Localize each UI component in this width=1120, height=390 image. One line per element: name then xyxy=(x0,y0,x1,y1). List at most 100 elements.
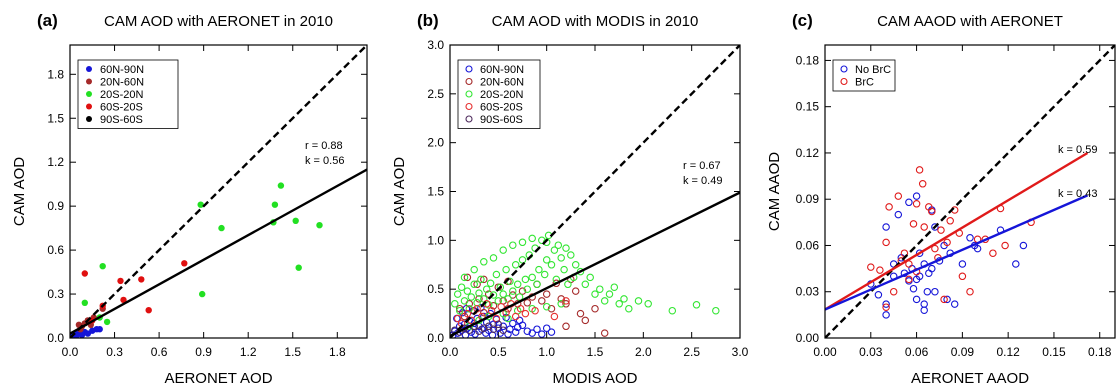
data-point xyxy=(958,272,967,281)
data-point xyxy=(586,273,594,282)
y-tick-label: 3.0 xyxy=(427,38,444,52)
data-point xyxy=(513,323,522,332)
data-point xyxy=(542,324,551,332)
data-point xyxy=(509,291,517,299)
data-point xyxy=(271,201,279,208)
data-point xyxy=(453,314,462,323)
data-point xyxy=(487,306,496,315)
data-point xyxy=(480,308,488,317)
data-point xyxy=(489,325,498,333)
x-tick-label: 3.0 xyxy=(732,345,749,359)
data-point xyxy=(562,297,570,305)
data-point xyxy=(496,283,505,291)
data-point xyxy=(502,265,510,274)
legend-marker xyxy=(465,90,473,98)
x-tick-label: 0.15 xyxy=(1042,345,1066,359)
data-point xyxy=(931,287,939,296)
data-point xyxy=(905,275,913,284)
data-point xyxy=(966,287,974,296)
data-point xyxy=(486,279,495,288)
data-point xyxy=(946,217,954,225)
legend-marker xyxy=(86,78,92,85)
data-point xyxy=(489,302,498,310)
stat-annotation: k = 0.59 xyxy=(1058,144,1097,156)
x-tick-label: 1.2 xyxy=(240,345,257,359)
x-tick-label: 0.0 xyxy=(442,345,459,359)
data-point xyxy=(99,263,106,270)
legend-marker xyxy=(465,65,473,73)
data-point xyxy=(571,261,580,269)
y-tick-label: 0.0 xyxy=(47,331,64,345)
data-point xyxy=(600,329,609,337)
data-point xyxy=(540,270,549,279)
y-tick-label: 2.5 xyxy=(427,87,444,101)
data-point xyxy=(480,275,488,284)
y-tick-label: 2.0 xyxy=(427,136,444,150)
data-point xyxy=(920,300,928,308)
data-point xyxy=(504,330,512,338)
data-point xyxy=(453,290,462,298)
legend-marker xyxy=(465,102,473,111)
panel-letter: (c) xyxy=(792,11,813,30)
data-point xyxy=(492,270,501,279)
data-point xyxy=(928,207,936,216)
data-point xyxy=(591,304,599,313)
legend-label: 60S-20S xyxy=(100,102,143,114)
data-point xyxy=(547,261,556,269)
data-point xyxy=(516,304,525,313)
series-3 xyxy=(81,260,188,324)
data-point xyxy=(470,265,478,274)
legend-label: BrC xyxy=(855,77,874,89)
data-point xyxy=(712,306,720,315)
x-tick-label: 0.18 xyxy=(1088,345,1112,359)
legend-marker xyxy=(840,65,848,73)
data-point xyxy=(576,267,585,276)
data-point xyxy=(199,290,206,298)
data-point xyxy=(560,265,568,274)
data-point xyxy=(81,299,89,306)
data-point xyxy=(277,182,285,189)
data-point xyxy=(668,306,677,315)
data-point xyxy=(889,287,898,296)
data-point xyxy=(905,198,913,207)
data-point xyxy=(915,166,924,174)
x-tick-label: 0.0 xyxy=(62,345,79,359)
data-point xyxy=(475,289,483,297)
regression-line xyxy=(825,194,1088,311)
data-point xyxy=(1012,260,1020,268)
data-point xyxy=(567,251,575,259)
data-point xyxy=(928,264,936,273)
data-point xyxy=(457,283,466,291)
data-point xyxy=(885,203,893,211)
stat-annotation: k = 0.49 xyxy=(683,175,722,187)
data-point xyxy=(552,279,561,288)
data-point xyxy=(634,297,643,305)
data-point xyxy=(511,328,520,336)
y-tick-label: 1.8 xyxy=(47,67,64,81)
data-point xyxy=(473,280,481,289)
data-point xyxy=(515,316,524,325)
y-tick-label: 0.00 xyxy=(796,331,820,345)
x-tick-label: 2.0 xyxy=(635,345,652,359)
stat-annotation: k = 0.43 xyxy=(1058,188,1097,200)
data-point xyxy=(295,264,302,271)
data-point xyxy=(557,295,565,303)
data-point xyxy=(912,295,921,304)
x-tick-label: 1.5 xyxy=(587,345,604,359)
data-point xyxy=(542,302,551,311)
data-point xyxy=(528,329,536,337)
data-point xyxy=(480,324,488,332)
legend-box xyxy=(77,59,179,129)
data-point xyxy=(499,290,507,298)
stat-annotation: k = 0.56 xyxy=(305,155,344,167)
data-point xyxy=(620,295,628,303)
data-point xyxy=(463,309,472,318)
legend-label: 90S-60S xyxy=(480,114,523,126)
data-point xyxy=(117,277,124,285)
y-tick-label: 1.5 xyxy=(47,111,64,125)
legend-marker xyxy=(465,77,473,86)
data-point xyxy=(937,226,945,234)
data-point xyxy=(480,258,488,266)
data-point xyxy=(562,322,570,331)
